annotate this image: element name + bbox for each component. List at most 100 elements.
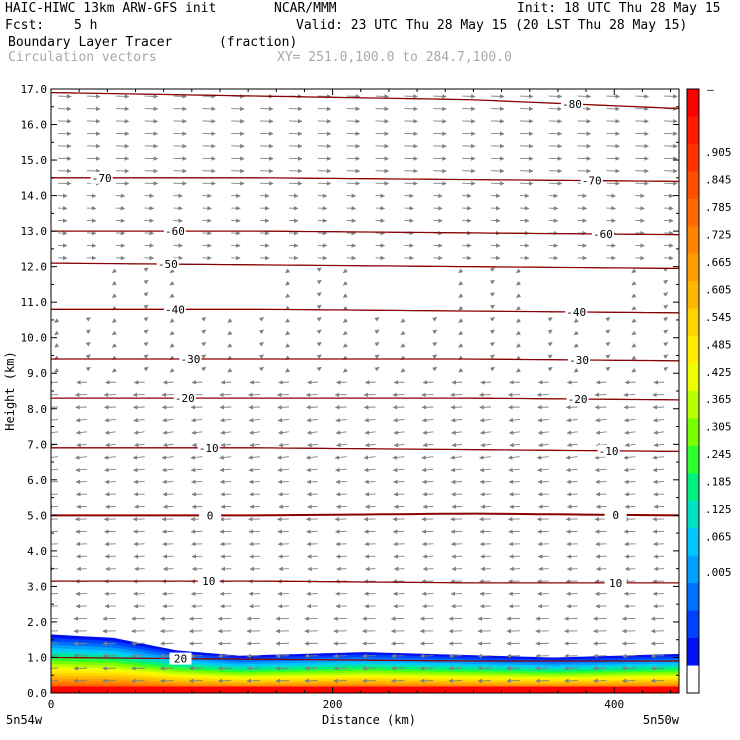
colorbar-swatch — [687, 198, 699, 227]
end-label-right: 5n50w — [643, 713, 680, 727]
circulation-vector — [508, 467, 520, 473]
circulation-vector — [111, 330, 117, 336]
circulation-vector — [663, 341, 669, 347]
colorbar-label: .125 — [705, 503, 732, 516]
y-tick-label: 14.0 — [21, 190, 48, 203]
circulation-vector — [400, 318, 406, 323]
circulation-vector — [565, 455, 578, 460]
contour-label: -60 — [593, 228, 613, 241]
circulation-vector — [277, 430, 290, 435]
colorbar-swatch — [687, 583, 699, 612]
circulation-vector — [342, 367, 348, 373]
colorbar-label: .905 — [705, 146, 732, 159]
x-tick-label: 0 — [48, 698, 55, 711]
circulation-vector — [631, 330, 637, 336]
circulation-vector — [342, 318, 348, 323]
circulation-vector — [652, 455, 665, 460]
circulation-vector — [277, 467, 290, 473]
circulation-vector — [111, 293, 117, 298]
circulation-vector — [631, 343, 637, 348]
circulation-vector — [480, 442, 492, 448]
circulation-vector — [605, 354, 611, 359]
circulation-vector — [516, 367, 521, 373]
circulation-vector — [132, 467, 145, 473]
circulation-vector — [364, 430, 376, 435]
circulation-vector — [161, 455, 174, 460]
vectors-label: Circulation vectors — [8, 50, 157, 65]
contour-label-bg — [568, 353, 591, 366]
circulation-vector — [316, 354, 322, 359]
circulation-vector — [451, 442, 463, 448]
circulation-vector — [169, 330, 175, 336]
circulation-vector — [516, 280, 521, 286]
contour-label: -10 — [599, 445, 619, 458]
colorbar-swatch — [687, 171, 699, 200]
circulation-vector — [169, 367, 175, 373]
header-line1-left: HAIC-HIWC 13km ARW-GFS init — [5, 1, 217, 16]
y-tick-label: 13.0 — [21, 225, 48, 238]
contour-label: 10 — [609, 577, 622, 590]
circulation-vector — [316, 329, 322, 335]
circulation-vector — [624, 442, 636, 448]
circulation-vector — [143, 279, 149, 285]
colorbar-swatch — [687, 336, 699, 365]
circulation-vector — [248, 417, 261, 423]
circulation-vector — [75, 417, 87, 423]
colorbar-label: .425 — [705, 366, 732, 379]
colorbar-label: .245 — [705, 448, 732, 461]
colorbar-label: .605 — [705, 283, 732, 296]
circulation-vector — [507, 455, 520, 460]
circulation-vector — [489, 292, 495, 297]
contour-label-bg — [604, 576, 627, 589]
y-tick-label: 10.0 — [21, 332, 48, 345]
colorbar: – .905 .845 .785 .725 .665 .605 .545 .485 .425 .36… — [686, 83, 732, 694]
circulation-vector — [51, 430, 59, 435]
circulation-vector — [143, 317, 149, 322]
colorbar-label: .365 — [705, 393, 732, 406]
circulation-vector — [516, 305, 521, 311]
contour-label: -40 — [165, 303, 185, 316]
circulation-vector — [489, 366, 495, 372]
circulation-vector — [342, 343, 348, 348]
circulation-vector — [573, 343, 579, 348]
circulation-vector — [663, 366, 669, 372]
circulation-vector — [432, 341, 438, 347]
header-init: Init: 18 UTC Thu 28 May 15 — [517, 1, 721, 16]
circulation-vector — [537, 467, 549, 473]
circulation-vector — [458, 330, 464, 336]
circulation-vector — [566, 417, 578, 423]
circulation-vector — [489, 329, 495, 335]
circulation-vector — [516, 293, 521, 298]
circulation-vector — [227, 343, 233, 348]
circulation-vector — [374, 317, 380, 322]
circulation-vector — [573, 367, 579, 373]
circulation-vector — [342, 293, 348, 298]
contour-label-bg — [565, 305, 588, 318]
circulation-vector — [105, 442, 116, 448]
circulation-vector — [489, 279, 495, 285]
colorbar-swatch — [687, 308, 699, 337]
colorbar-swatch — [687, 610, 699, 639]
circulation-vector — [450, 455, 463, 460]
circulation-vector — [663, 292, 669, 297]
circulation-vector — [191, 417, 203, 423]
circulation-vector — [516, 268, 521, 274]
circulation-vector — [573, 330, 579, 336]
colorbar-label: .485 — [705, 338, 732, 351]
circulation-vector — [258, 341, 264, 347]
circulation-vector — [565, 467, 578, 473]
circulation-vector — [104, 430, 116, 435]
circulation-vector — [547, 354, 553, 359]
circulation-vector — [248, 455, 261, 460]
colorbar-swatch — [687, 89, 699, 117]
circulation-vector — [219, 467, 232, 473]
circulation-vector — [227, 367, 233, 373]
circulation-vector — [364, 442, 376, 448]
circulation-vector — [201, 317, 207, 322]
y-tick-label: 16.0 — [21, 119, 48, 132]
circulation-vector — [631, 293, 637, 298]
circulation-vector — [508, 417, 520, 423]
circulation-vector — [316, 366, 322, 372]
contour-label-bg — [156, 258, 179, 271]
contour-label: 10 — [202, 575, 215, 588]
